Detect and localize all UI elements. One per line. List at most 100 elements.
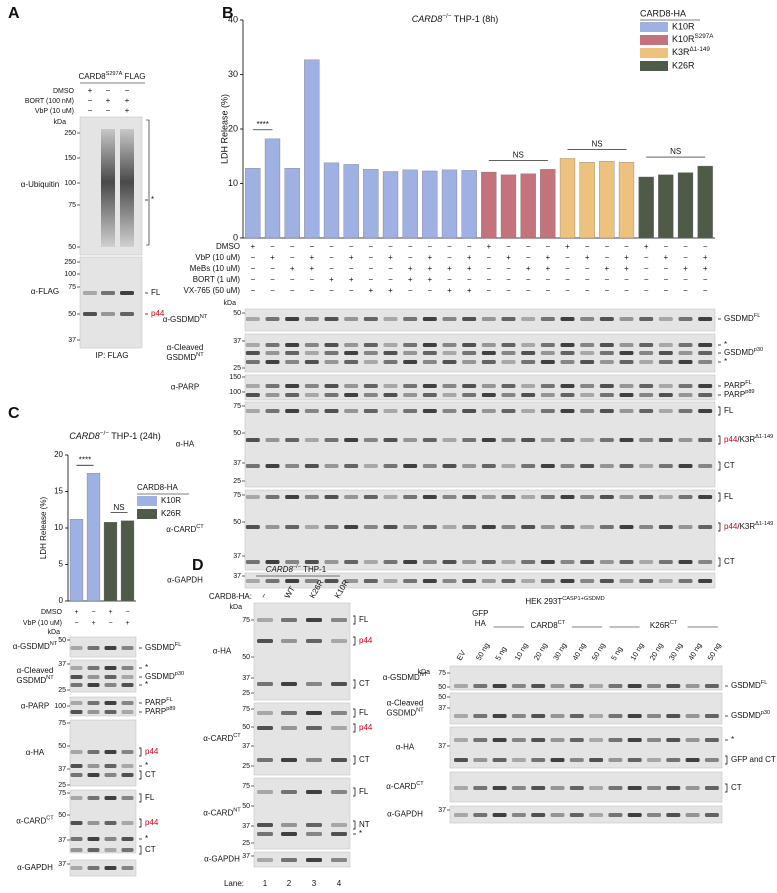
blot xyxy=(244,489,716,571)
blot xyxy=(449,805,723,824)
band xyxy=(658,351,673,355)
bracket xyxy=(353,636,356,646)
band xyxy=(331,711,347,715)
band xyxy=(285,525,300,529)
condition-mark: − xyxy=(427,286,432,295)
kda-marker: 37 xyxy=(58,837,66,844)
band xyxy=(304,317,319,321)
band xyxy=(257,726,273,730)
band xyxy=(104,821,117,825)
band xyxy=(540,351,555,355)
band xyxy=(569,714,584,718)
band xyxy=(265,351,280,355)
kda-marker: 25 xyxy=(58,782,66,789)
blot-label: α-Cleaved xyxy=(387,699,424,708)
band xyxy=(344,317,359,321)
legend-title: CARD8-HA xyxy=(640,8,686,18)
condition-mark: − xyxy=(349,286,354,295)
condition-label: VbP (10 uM) xyxy=(23,620,62,627)
chart-title: CARD8−/− THP-1 (8h) xyxy=(412,13,498,24)
band-label: FL xyxy=(151,288,161,297)
bar xyxy=(461,170,477,239)
band xyxy=(511,813,526,817)
lane-label: 50 ng xyxy=(706,641,723,662)
condition-mark: − xyxy=(585,286,590,295)
text-part: −/− xyxy=(293,564,301,570)
condition-mark: − xyxy=(526,242,531,251)
kda-marker: 100 xyxy=(54,703,66,710)
band-label: FL xyxy=(145,793,155,802)
text-part: α-CARD xyxy=(16,817,46,826)
band xyxy=(245,525,260,529)
band-label: * xyxy=(724,357,727,366)
band xyxy=(265,343,280,347)
band xyxy=(383,560,398,564)
band xyxy=(540,393,555,397)
legend-swatch xyxy=(640,61,668,71)
blot xyxy=(69,859,137,877)
lane-label: 30 ng xyxy=(667,641,684,662)
band xyxy=(281,832,297,836)
band xyxy=(531,714,546,718)
condition-mark: − xyxy=(368,275,373,284)
condition-mark: − xyxy=(486,286,491,295)
kda-marker: 37 xyxy=(58,861,66,868)
bracket xyxy=(139,845,142,855)
band xyxy=(540,464,555,468)
band xyxy=(304,384,319,388)
bracket xyxy=(353,787,356,797)
blot xyxy=(253,777,351,850)
band-label: p44 xyxy=(359,636,373,645)
condition-mark: − xyxy=(309,275,314,284)
band xyxy=(265,438,280,442)
band xyxy=(580,351,595,355)
band xyxy=(265,393,280,397)
band xyxy=(531,758,546,762)
condition-mark: − xyxy=(604,275,609,284)
band-label: * xyxy=(151,195,154,204)
kda-marker: 100 xyxy=(64,180,76,187)
condition-mark: − xyxy=(683,286,688,295)
band xyxy=(383,317,398,321)
band xyxy=(521,464,536,468)
condition-mark: − xyxy=(604,253,609,262)
kda-marker: 25 xyxy=(233,365,241,372)
band xyxy=(285,409,300,413)
bracket xyxy=(718,406,721,416)
condition-label: BORT (1 uM) xyxy=(193,275,241,284)
band-label: GSDMDFL xyxy=(731,680,767,690)
condition-mark: + xyxy=(545,253,550,262)
band xyxy=(560,438,575,442)
bar xyxy=(422,170,438,239)
band xyxy=(608,684,623,688)
kda-marker: 50 xyxy=(68,311,76,318)
condition-mark: − xyxy=(447,242,452,251)
text-part: α-CARD xyxy=(203,734,233,743)
text-part: PARP xyxy=(724,390,745,399)
band xyxy=(324,525,339,529)
band xyxy=(678,560,693,564)
kda-marker: 25 xyxy=(58,687,66,694)
y-tick-label: 20 xyxy=(228,123,238,133)
band xyxy=(442,560,457,564)
band xyxy=(580,525,595,529)
blot-label: α-Cleaved xyxy=(167,343,204,352)
condition-mark: − xyxy=(368,242,373,251)
condition-mark: − xyxy=(506,275,511,284)
condition-mark: + xyxy=(644,242,649,251)
band xyxy=(473,813,488,817)
condition-mark: − xyxy=(663,242,668,251)
panel-letter: A xyxy=(8,5,20,22)
band xyxy=(678,464,693,468)
bracket xyxy=(139,747,142,757)
band xyxy=(121,837,134,841)
band xyxy=(120,312,134,316)
condition-mark: − xyxy=(125,609,129,616)
band xyxy=(281,639,297,643)
band xyxy=(442,393,457,397)
band xyxy=(658,438,673,442)
band xyxy=(363,464,378,468)
band xyxy=(658,343,673,347)
band xyxy=(104,764,117,768)
band xyxy=(442,384,457,388)
